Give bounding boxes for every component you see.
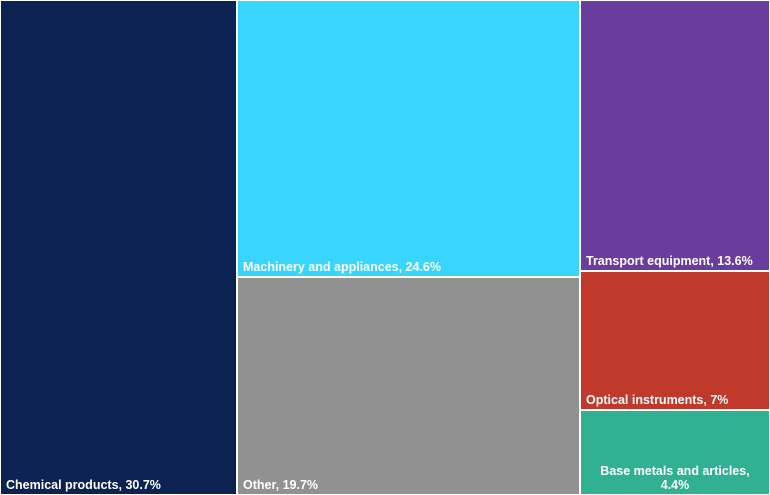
tile-base-metals-and-articles: Base metals and articles, 4.4% — [580, 410, 770, 495]
tile-label-transport-equipment: Transport equipment, 13.6% — [586, 254, 753, 268]
tile-chemical-products: Chemical products, 30.7% — [0, 0, 237, 495]
tile-transport-equipment: Transport equipment, 13.6% — [580, 0, 770, 271]
tile-optical-instruments: Optical instruments, 7% — [580, 271, 770, 410]
tile-other: Other, 19.7% — [237, 277, 580, 495]
tile-label-machinery-and-appliances: Machinery and appliances, 24.6% — [243, 260, 441, 274]
tile-label-chemical-products: Chemical products, 30.7% — [6, 478, 161, 492]
tile-machinery-and-appliances: Machinery and appliances, 24.6% — [237, 0, 580, 277]
tile-label-base-metals-and-articles: Base metals and articles, 4.4% — [600, 464, 750, 492]
tile-label-optical-instruments: Optical instruments, 7% — [586, 393, 729, 407]
tile-label-other: Other, 19.7% — [243, 478, 319, 492]
